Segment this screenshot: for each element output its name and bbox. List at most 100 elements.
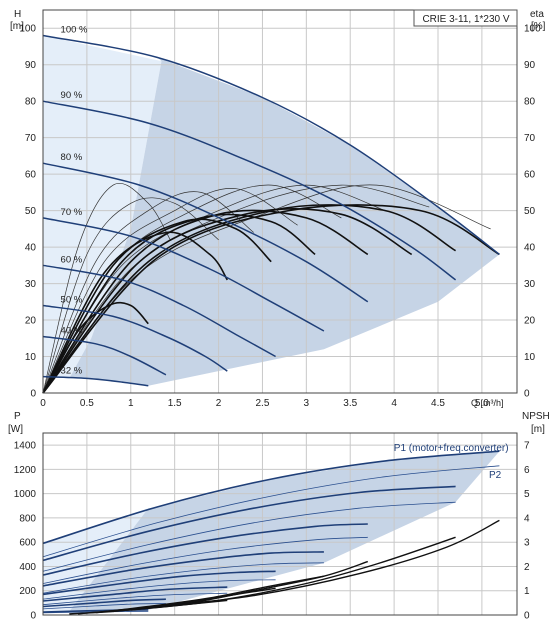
top-plot-frame xyxy=(42,9,518,394)
y-tick-label-left: 10 xyxy=(25,352,37,363)
y-tick-label-left: 90 xyxy=(25,60,37,71)
bottom-left-axis-unit: [W] xyxy=(8,424,23,435)
y-tick-label-right: 30 xyxy=(524,279,536,290)
y-tick-label-left: 400 xyxy=(19,562,36,573)
p1-curve xyxy=(42,551,324,587)
x-tick-label: 5.0 xyxy=(475,398,489,409)
efficiency-curve xyxy=(42,218,272,394)
bottom-plot-frame xyxy=(42,432,518,616)
speed-curve xyxy=(42,100,457,281)
speed-curve xyxy=(42,375,149,387)
y-tick-label-right: 5 xyxy=(524,489,530,500)
y-tick-label-left: 80 xyxy=(25,97,37,108)
p2-curve xyxy=(42,562,324,594)
p1-curve xyxy=(42,523,368,576)
y-tick-label-right: 90 xyxy=(524,60,536,71)
x-tick-label: 1 xyxy=(128,398,134,409)
y-tick-label-left: 0 xyxy=(30,389,36,400)
top-right-axis-title: eta xyxy=(530,9,544,20)
efficiency-curve-thin xyxy=(42,197,219,394)
top-left-axis-unit: [m] xyxy=(10,21,24,32)
speed-curve xyxy=(42,335,167,376)
p1-curve xyxy=(42,570,276,596)
title-box: CRIE 3-11, 1*230 V xyxy=(413,9,518,27)
bottom-right-axis-unit: [m] xyxy=(531,424,545,435)
y-tick-label-right: 0 xyxy=(524,389,530,400)
y-tick-label-left: 1400 xyxy=(14,441,37,452)
bottom-left-axis-title: P xyxy=(14,411,21,422)
y-tick-label-right: 100 xyxy=(524,24,541,35)
y-tick-label-left: 200 xyxy=(19,586,36,597)
y-tick-label-right: 2 xyxy=(524,562,530,573)
top-left-axis-title: H xyxy=(14,9,21,20)
y-tick-label-right: 50 xyxy=(524,206,536,217)
speed-curve xyxy=(42,162,369,303)
y-tick-label-right: 6 xyxy=(524,465,530,476)
y-tick-label-left: 1200 xyxy=(14,465,37,476)
npsh-curve xyxy=(78,587,276,615)
efficiency-curve-thin xyxy=(42,188,298,394)
efficiency-curve xyxy=(42,204,500,394)
y-tick-label-left: 1000 xyxy=(14,489,37,500)
series-annotation: P1 (motor+freq.converter) xyxy=(394,443,509,454)
x-tick-label: 4.5 xyxy=(431,398,445,409)
y-tick-label-left: 600 xyxy=(19,538,36,549)
efficiency-curve-thin xyxy=(42,183,171,394)
y-tick-label-right: 80 xyxy=(524,97,536,108)
efficiency-curve xyxy=(42,208,413,394)
speed-label: 70 % xyxy=(61,207,83,218)
x-tick-label: 2 xyxy=(216,398,222,409)
x-tick-label: 0 xyxy=(40,398,46,409)
p1-curve xyxy=(42,450,500,545)
speed-curve xyxy=(42,264,276,358)
y-tick-label-right: 7 xyxy=(524,441,530,452)
x-axis-title: Q [m³/h] xyxy=(471,398,504,408)
y-tick-label-left: 30 xyxy=(25,279,37,290)
y-tick-label-left: 70 xyxy=(25,133,37,144)
p1-curve xyxy=(42,598,166,608)
y-tick-label-right: 40 xyxy=(524,243,536,254)
x-tick-label: 0.5 xyxy=(80,398,94,409)
speed-label: 80 % xyxy=(61,152,83,163)
x-tick-label: 3.5 xyxy=(343,398,357,409)
y-tick-label-right: 4 xyxy=(524,513,530,524)
p2-curve xyxy=(42,501,456,572)
p2-curve xyxy=(42,465,500,558)
speed-label: 40 % xyxy=(61,325,83,336)
series-annotation: P2 xyxy=(489,470,502,481)
p1-curve xyxy=(42,586,228,602)
speed-label: 32 % xyxy=(61,366,83,377)
p2-curve xyxy=(42,579,276,600)
efficiency-curve xyxy=(42,213,316,394)
region-light-bottom xyxy=(43,508,149,612)
y-tick-label-right: 60 xyxy=(524,170,536,181)
y-tick-label-right: 0 xyxy=(524,611,530,622)
y-tick-label-left: 50 xyxy=(25,206,37,217)
p2-curve xyxy=(42,592,228,606)
speed-label: 90 % xyxy=(61,90,83,101)
npsh-curve xyxy=(69,599,228,615)
speed-curve xyxy=(42,34,500,255)
y-tick-label-left: 100 xyxy=(19,24,36,35)
efficiency-curve-thin xyxy=(42,191,254,394)
y-tick-label-right: 20 xyxy=(524,316,536,327)
y-tick-label-left: 20 xyxy=(25,316,37,327)
speed-label: 50 % xyxy=(61,294,83,305)
p2-curve xyxy=(42,603,166,610)
y-tick-label-left: 0 xyxy=(30,611,36,622)
speed-curve xyxy=(42,217,325,332)
y-tick-label-left: 40 xyxy=(25,243,37,254)
svg-text:CRIE 3-11, 1*230 V: CRIE 3-11, 1*230 V xyxy=(422,14,509,25)
speed-label: 100 % xyxy=(61,25,88,36)
efficiency-curve xyxy=(42,204,456,394)
bottom-right-axis-title: NPSH xyxy=(522,411,550,422)
p2-curve xyxy=(42,536,368,584)
top-right-axis-unit: [%] xyxy=(531,21,546,32)
y-tick-label-right: 70 xyxy=(524,133,536,144)
speed-label: 60 % xyxy=(61,254,83,265)
x-tick-label: 4 xyxy=(391,398,397,409)
y-tick-label-right: 1 xyxy=(524,586,530,597)
x-tick-label: 3 xyxy=(304,398,310,409)
y-tick-label-left: 800 xyxy=(19,513,36,524)
